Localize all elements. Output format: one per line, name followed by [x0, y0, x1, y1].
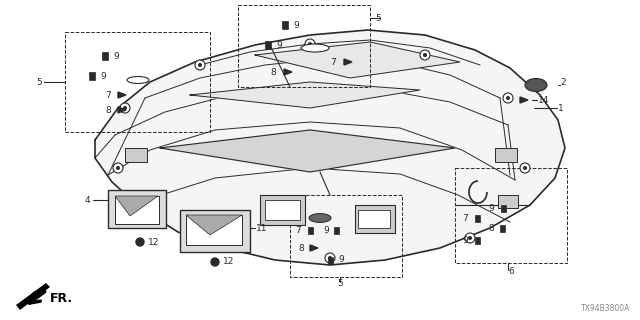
Bar — [498, 195, 518, 208]
Polygon shape — [520, 97, 528, 103]
Polygon shape — [344, 59, 352, 65]
Text: 1: 1 — [558, 103, 564, 113]
Circle shape — [120, 103, 130, 113]
Bar — [455, 168, 567, 263]
Text: 12: 12 — [148, 237, 159, 246]
Circle shape — [520, 163, 530, 173]
Bar — [475, 215, 480, 222]
Text: 7: 7 — [462, 213, 468, 222]
Polygon shape — [118, 92, 126, 98]
Circle shape — [328, 256, 332, 260]
Bar — [282, 21, 288, 29]
Text: 5: 5 — [375, 13, 381, 22]
Polygon shape — [190, 82, 420, 108]
Text: 11: 11 — [256, 223, 268, 233]
Text: 9: 9 — [293, 20, 299, 29]
Text: 9: 9 — [276, 41, 282, 50]
Polygon shape — [186, 215, 242, 235]
Circle shape — [305, 39, 315, 49]
Circle shape — [211, 258, 219, 266]
Text: FR.: FR. — [50, 292, 73, 306]
Bar — [65, 32, 210, 132]
Circle shape — [123, 106, 127, 110]
Bar — [102, 52, 108, 60]
Bar — [180, 210, 250, 252]
Bar — [186, 215, 242, 245]
Circle shape — [465, 233, 475, 243]
Circle shape — [420, 50, 430, 60]
Bar — [308, 227, 313, 234]
Ellipse shape — [301, 44, 329, 52]
Bar — [358, 210, 390, 228]
Circle shape — [308, 42, 312, 46]
Polygon shape — [310, 245, 318, 251]
Text: 4: 4 — [84, 196, 90, 204]
Bar — [238, 5, 370, 87]
Circle shape — [468, 236, 472, 240]
Circle shape — [523, 166, 527, 170]
Text: 5: 5 — [337, 278, 343, 287]
Text: 8: 8 — [105, 106, 111, 115]
Bar — [118, 195, 138, 208]
Bar — [265, 200, 300, 220]
Text: 8: 8 — [488, 223, 493, 233]
Bar — [290, 195, 402, 277]
Text: 6: 6 — [508, 268, 514, 276]
Circle shape — [325, 253, 335, 263]
Bar — [500, 225, 505, 232]
Bar — [108, 190, 166, 228]
Text: 9: 9 — [462, 236, 468, 244]
Ellipse shape — [309, 213, 331, 222]
Polygon shape — [284, 69, 292, 75]
Bar — [501, 205, 506, 212]
Circle shape — [503, 93, 513, 103]
Polygon shape — [118, 107, 126, 113]
Bar — [355, 205, 395, 233]
Bar — [495, 148, 517, 162]
Polygon shape — [160, 130, 455, 172]
Text: TX94B3800A: TX94B3800A — [580, 304, 630, 313]
Circle shape — [423, 53, 427, 57]
Text: 14: 14 — [538, 95, 549, 105]
Text: 7: 7 — [295, 226, 301, 235]
Circle shape — [113, 163, 123, 173]
Text: 9: 9 — [488, 204, 493, 212]
Bar — [265, 41, 271, 49]
Text: 8: 8 — [270, 68, 276, 76]
Polygon shape — [255, 42, 460, 78]
Circle shape — [195, 60, 205, 70]
Text: 5: 5 — [36, 77, 42, 86]
Text: 2: 2 — [560, 77, 566, 86]
Bar — [334, 227, 339, 234]
Polygon shape — [115, 196, 158, 216]
Circle shape — [193, 236, 197, 240]
Circle shape — [198, 63, 202, 67]
Circle shape — [136, 238, 144, 246]
Text: 9: 9 — [113, 52, 119, 60]
Polygon shape — [95, 30, 565, 265]
Bar — [328, 257, 333, 264]
Text: 9: 9 — [338, 255, 344, 265]
Text: 9: 9 — [323, 226, 329, 235]
Bar — [125, 148, 147, 162]
Circle shape — [116, 166, 120, 170]
Bar — [89, 72, 95, 80]
Text: 12: 12 — [223, 258, 234, 267]
Text: 9: 9 — [100, 71, 106, 81]
Polygon shape — [16, 283, 50, 310]
Bar — [475, 237, 480, 244]
Text: 7: 7 — [330, 58, 336, 67]
Text: 8: 8 — [298, 244, 304, 252]
Ellipse shape — [525, 78, 547, 92]
Text: 7: 7 — [105, 91, 111, 100]
Bar — [260, 195, 305, 225]
Circle shape — [506, 96, 510, 100]
Bar — [115, 196, 159, 224]
Circle shape — [190, 233, 200, 243]
Ellipse shape — [127, 76, 149, 84]
